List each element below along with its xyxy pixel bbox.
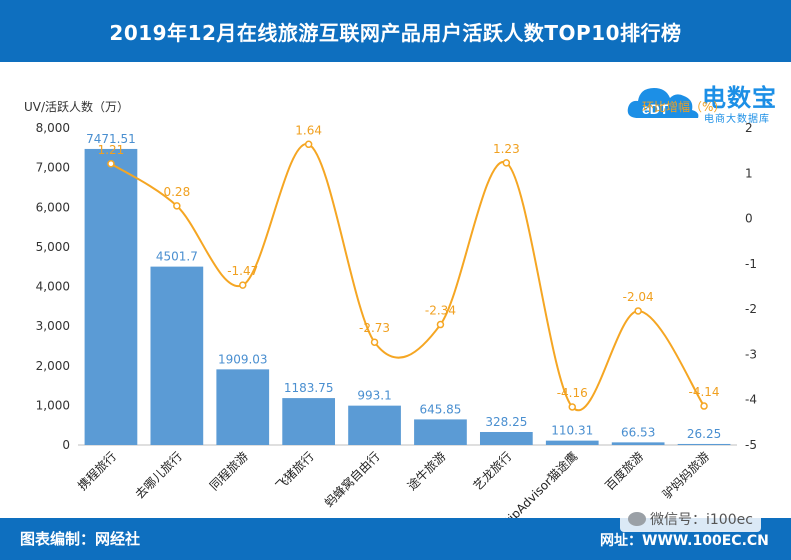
y2-tick-label: -1 [745, 257, 757, 271]
y-tick-label: 6,000 [36, 200, 70, 214]
bar-series: 7471.51 4501.7 1909.03 1183.75 993.1 645.85 32… [84, 132, 731, 446]
y-tick-label: 7,000 [36, 161, 70, 175]
line-value-label: 1.23 [493, 142, 520, 156]
y-tick-label: 1,000 [36, 398, 70, 412]
footer-url: 网址：WWW.100EC.CN [600, 533, 769, 549]
bar [84, 148, 138, 446]
chart-title: 2019年12月在线旅游互联网产品用户活跃人数TOP10排行榜 [109, 20, 682, 45]
category-label: 携程旅行 [75, 449, 120, 494]
line-series: 1.21 0.28 -1.47 1.64 -2.73 -2.34 1.23 -4.16 -2.0… [98, 123, 720, 412]
line-value-label: -2.04 [623, 290, 654, 304]
line-point [568, 403, 576, 411]
bar-value-label: 645.85 [419, 402, 461, 416]
y2-tick-label: 0 [745, 212, 753, 226]
bar [348, 405, 401, 445]
line-value-label: 0.28 [163, 185, 190, 199]
y2-axis-ticks: -5 -4 -3 -2 -1 0 1 2 [745, 121, 757, 452]
category-label: 去哪儿旅行 [133, 449, 185, 501]
y2-tick-label: 1 [745, 166, 753, 180]
line-value-label: -1.47 [227, 264, 258, 278]
logo-sub-text: 电商大数据库 [704, 114, 770, 125]
bar [282, 398, 336, 445]
category-label: 蚂蜂窝自由行 [321, 449, 383, 511]
y2-tick-label: -5 [745, 438, 757, 452]
y-tick-label: 0 [62, 438, 70, 452]
bar [611, 442, 665, 445]
line-point [634, 307, 642, 315]
logo-main-text: 电数宝 [702, 84, 777, 112]
line-value-label: -2.73 [359, 321, 390, 335]
wechat-watermark: 微信号：i100ec [620, 506, 761, 532]
category-label: 驴妈妈旅游 [659, 449, 712, 502]
footer-source: 图表编制：网经社 [20, 530, 141, 548]
bar [677, 443, 731, 445]
line-point [502, 159, 511, 167]
y-tick-label: 8,000 [36, 121, 70, 135]
category-label: 同程旅游 [206, 449, 251, 494]
bar [150, 266, 204, 445]
y2-axis-title: 环比增幅（%） [642, 99, 725, 114]
y2-tick-label: -3 [745, 347, 757, 361]
bar-value-label: 26.25 [687, 427, 721, 441]
wechat-icon [628, 512, 646, 526]
line-value-label: -4.16 [557, 386, 588, 400]
line-value-label: -4.14 [689, 385, 720, 399]
bar-value-label: 66.53 [621, 425, 655, 439]
line-point [436, 320, 445, 329]
y2-tick-label: -2 [745, 302, 757, 316]
y2-tick-label: -4 [745, 393, 757, 407]
bar-value-label: 328.25 [485, 415, 527, 429]
bar-value-label: 7471.51 [86, 132, 136, 146]
line-point [173, 202, 181, 210]
bar-value-label: 110.31 [551, 424, 593, 438]
line-value-label: -2.34 [425, 304, 456, 318]
y-tick-label: 4,000 [36, 280, 70, 294]
y-tick-label: 2,000 [36, 359, 70, 373]
line-value-label: 1.21 [98, 143, 125, 157]
y-axis-title: UV/活跃人数（万） [24, 99, 129, 114]
bar-value-label: 1183.75 [284, 381, 334, 395]
category-label: 途牛旅游 [404, 449, 449, 494]
line-point [304, 140, 313, 149]
line-value-label: 1.64 [295, 123, 322, 137]
watermark-text: 微信号：i100ec [650, 512, 753, 528]
category-label: 百度旅游 [602, 449, 647, 494]
chart-header: 2019年12月在线旅游互联网产品用户活跃人数TOP10排行榜 [0, 0, 791, 62]
line-point [700, 402, 708, 410]
line-point [239, 281, 247, 289]
y2-tick-label: 2 [745, 121, 753, 135]
bar [545, 440, 599, 445]
line-point [370, 338, 379, 346]
bar [216, 369, 270, 445]
y-tick-label: 3,000 [36, 319, 70, 333]
logo-cloud-text: eDT [642, 101, 669, 117]
brand-logo: eDT 电数宝 电商大数据库 [624, 74, 784, 130]
bar [414, 419, 467, 445]
y-tick-label: 5,000 [36, 240, 70, 254]
bar-value-label: 1909.03 [218, 352, 268, 366]
line-point [107, 160, 115, 168]
cloud-icon: eDT [627, 88, 699, 118]
bar [479, 431, 533, 445]
bar-value-label: 993.1 [357, 389, 391, 403]
change-rate-line [110, 143, 705, 412]
category-label: 飞猪旅行 [273, 449, 317, 493]
bar-value-label: 4501.7 [156, 250, 198, 264]
category-label: 艺龙旅行 [471, 449, 515, 493]
